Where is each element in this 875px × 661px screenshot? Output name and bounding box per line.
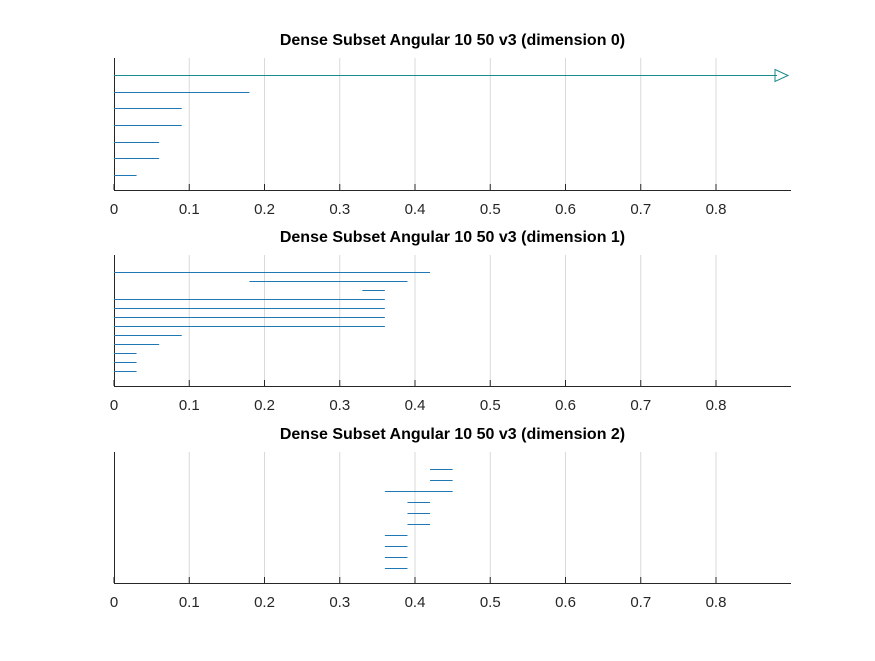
x-tick-label: 0.8 [706,594,727,611]
x-tick-label: 0.5 [480,594,501,611]
x-tick-label: 0.7 [630,201,651,218]
chart-title: Dense Subset Angular 10 50 v3 (dimension… [280,229,625,246]
x-tick-label: 0 [110,594,118,611]
x-tick-label: 0.3 [329,594,350,611]
x-tick-label: 0.8 [706,201,727,218]
x-tick-label: 0 [110,201,118,218]
x-tick-label: 0.6 [555,594,576,611]
x-tick-label: 0.5 [480,201,501,218]
x-tick-label: 0.8 [706,397,727,414]
infinity-arrow-icon [774,68,790,83]
x-tick-label: 0.3 [329,201,350,218]
x-tick-label: 0.7 [630,397,651,414]
x-tick-label: 0.4 [405,594,426,611]
x-tick-label: 0.1 [179,594,200,611]
x-tick-label: 0.2 [254,397,275,414]
x-tick-label: 0.6 [555,397,576,414]
x-tick-label: 0.2 [254,201,275,218]
x-tick-label: 0.4 [405,397,426,414]
x-tick-label: 0.1 [179,397,200,414]
x-tick-label: 0.4 [405,201,426,218]
x-tick-label: 0.5 [480,397,501,414]
barcode-axes-0: 0 0.1 0.2 0.3 0.4 0.5 0.6 0.7 0.8 Dense Subset An… [110,32,791,218]
chart-title: Dense Subset Angular 10 50 v3 (dimension… [280,426,625,443]
barcode-axes-1: 0 0.1 0.2 0.3 0.4 0.5 0.6 0.7 0.8 Dense Subset An… [110,229,791,414]
x-tick-label: 0.3 [329,397,350,414]
x-tick-label: 0.6 [555,201,576,218]
x-tick-label: 0.2 [254,594,275,611]
x-tick-label: 0 [110,397,118,414]
x-tick-label: 0.1 [179,201,200,218]
barcode-axes-2: 0 0.1 0.2 0.3 0.4 0.5 0.6 0.7 0.8 Dense Subset An… [110,426,791,611]
x-tick-label: 0.7 [630,594,651,611]
chart-title: Dense Subset Angular 10 50 v3 (dimension… [280,32,625,49]
